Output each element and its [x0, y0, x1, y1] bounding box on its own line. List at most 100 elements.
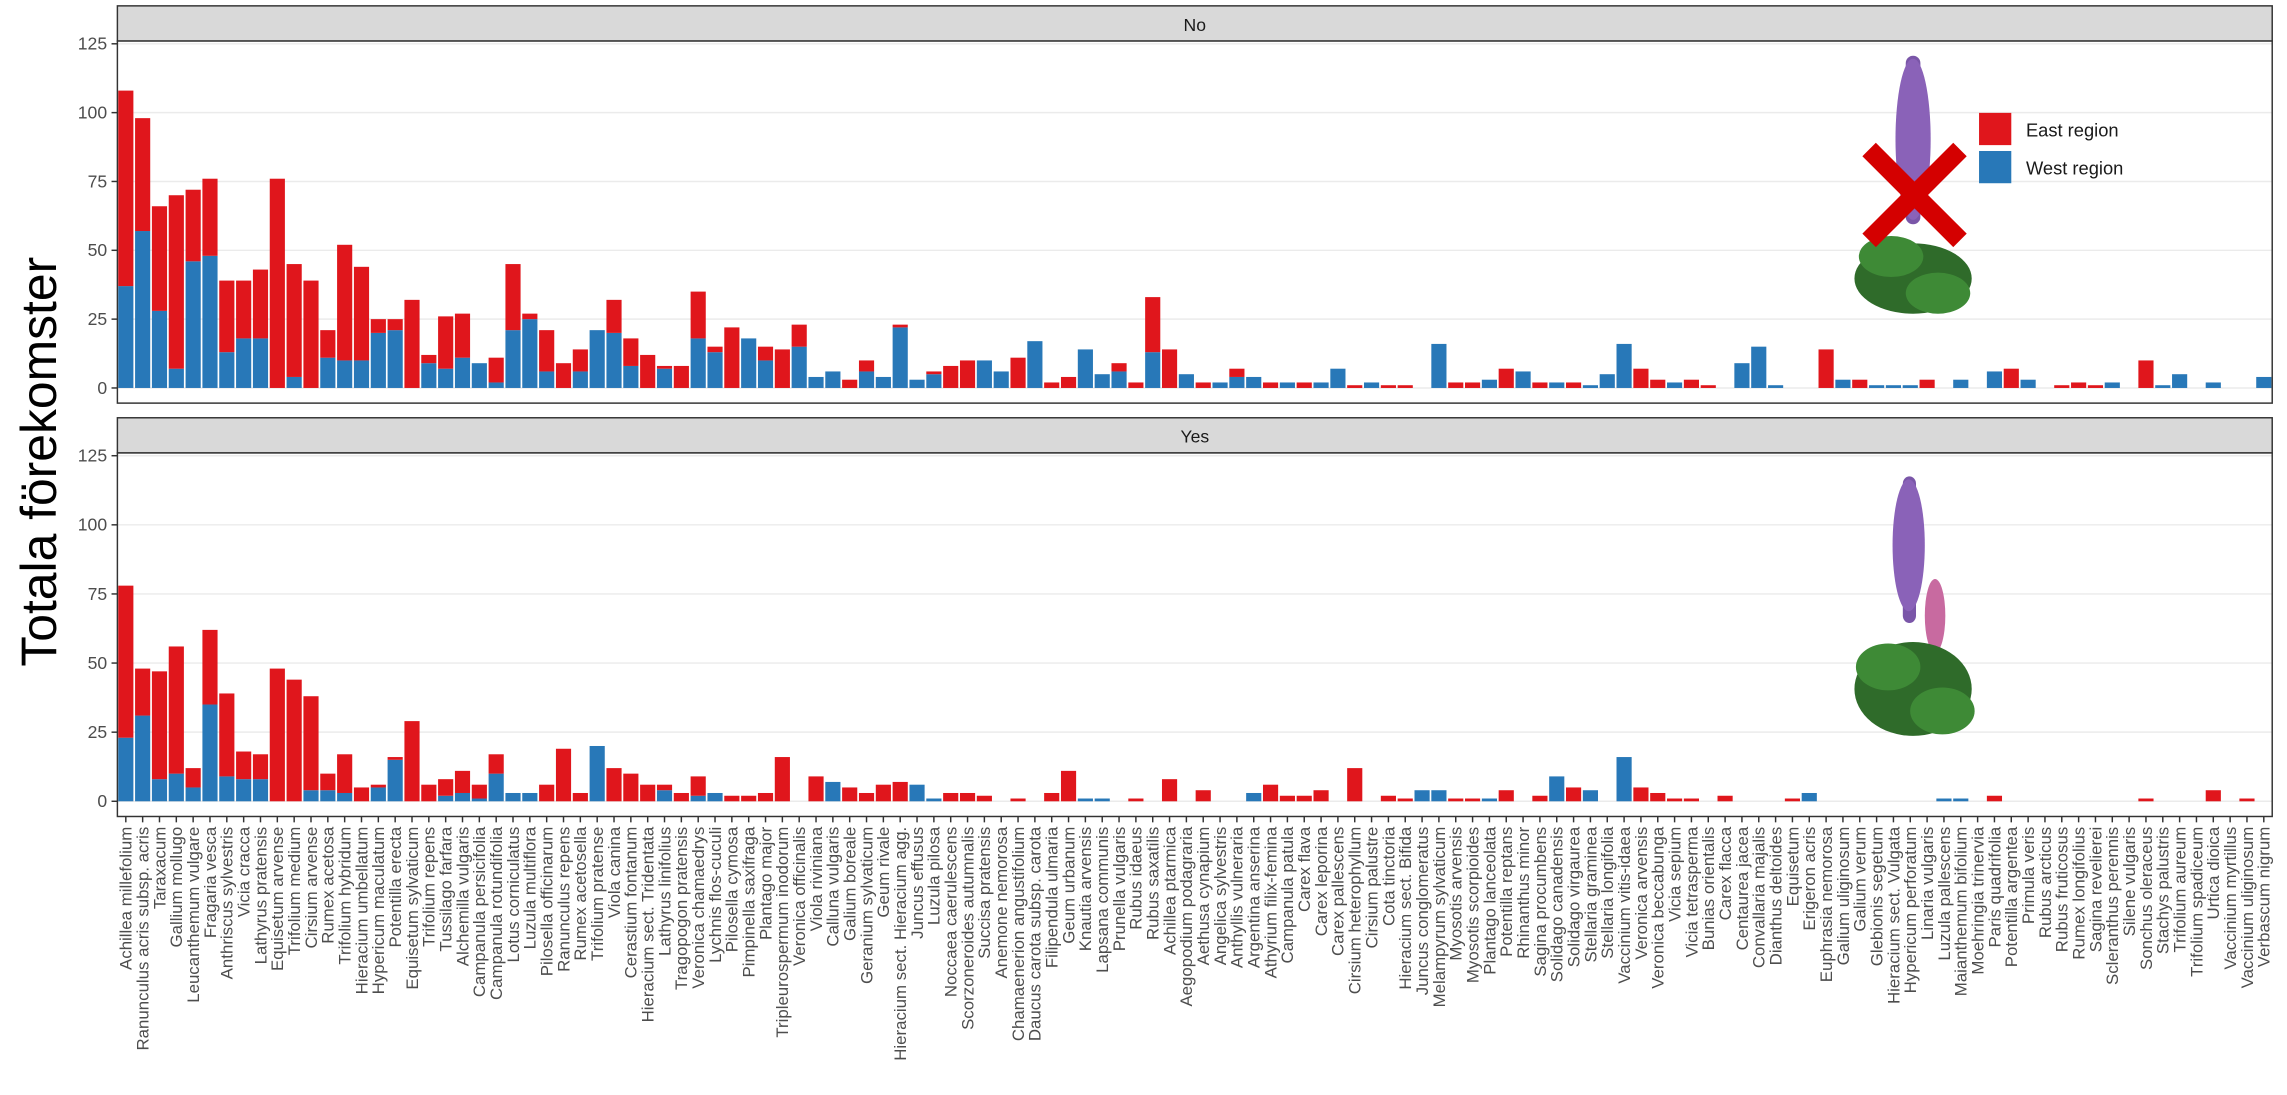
bar-segment [219, 693, 234, 776]
bar-segment [186, 787, 201, 801]
bar-segment [236, 779, 251, 801]
bar-segment [371, 333, 386, 388]
bar-segment [1650, 793, 1665, 801]
bar-segment [1953, 380, 1968, 388]
bar-segment [236, 752, 251, 780]
bar-segment [758, 360, 773, 388]
bar-segment [573, 793, 588, 801]
bar-segment [1465, 382, 1480, 388]
bar-segment [893, 327, 908, 388]
bar-segment [1095, 374, 1110, 388]
bar-segment [1802, 793, 1817, 801]
bar-segment [977, 360, 992, 388]
bar-segment [707, 352, 722, 388]
bar-segment [337, 245, 352, 361]
bar-segment [522, 314, 537, 320]
bar-segment [388, 760, 403, 801]
bar-segment [1936, 799, 1951, 802]
bar-segment [2088, 385, 2103, 388]
bar-segment [792, 347, 807, 388]
bar-segment [657, 369, 672, 388]
bar-segment [1280, 382, 1295, 388]
bar-segment [388, 757, 403, 760]
bar-segment [337, 754, 352, 793]
bar-segment [1078, 349, 1093, 388]
bar-segment [489, 754, 504, 773]
bar-segment [1313, 382, 1328, 388]
bar-segment [1061, 377, 1076, 388]
bar-segment [1044, 793, 1059, 801]
lupine-flower [1925, 579, 1946, 652]
y-tick-label: 100 [78, 102, 108, 122]
bar-segment [2004, 369, 2019, 388]
bar-segment [1482, 380, 1497, 388]
bar-segment [1078, 799, 1093, 802]
y-tick-label: 25 [88, 722, 108, 742]
y-tick-label: 50 [88, 653, 108, 673]
bar-segment [1953, 799, 1968, 802]
bar-segment [556, 363, 571, 388]
y-axis-title: Totala förekomster [11, 257, 67, 667]
bar-segment [1987, 796, 2002, 802]
bar-segment [219, 281, 234, 353]
bar-segment [1835, 380, 1850, 388]
bar-segment [1886, 385, 1901, 388]
bar-segment [1145, 297, 1160, 352]
bar-segment [1465, 799, 1480, 802]
bar-segment [135, 118, 150, 231]
bar-segment [320, 358, 335, 388]
bar-segment [505, 793, 520, 801]
bar-segment [893, 782, 908, 801]
bar-segment [758, 347, 773, 361]
bar-segment [977, 796, 992, 802]
bar-segment [775, 349, 790, 388]
bar-segment [1061, 771, 1076, 801]
bar-segment [303, 790, 318, 801]
bar-segment [674, 793, 689, 801]
bar-segment [1684, 380, 1699, 388]
bar-segment [1751, 347, 1766, 388]
bar-segment [1785, 799, 1800, 802]
bar-segment [1128, 382, 1143, 388]
bar-segment [118, 738, 133, 802]
bar-segment [724, 796, 739, 802]
bar-segment [1297, 382, 1312, 388]
bar-segment [1313, 790, 1328, 801]
bar-segment [640, 785, 655, 802]
bar-segment [287, 264, 302, 377]
bar-segment [202, 705, 217, 802]
bar-segment [606, 768, 621, 801]
bar-segment [1111, 363, 1126, 371]
bar-segment [2105, 382, 2120, 388]
legend-key [1979, 151, 2011, 183]
bar-segment [438, 316, 453, 368]
bar-segment [1431, 790, 1446, 801]
bar-segment [1027, 341, 1042, 388]
bar-segment [825, 782, 840, 801]
bar-segment [270, 669, 285, 802]
bar-segment [640, 355, 655, 388]
bar-segment [1633, 787, 1648, 801]
bar-segment [1246, 793, 1261, 801]
bar-segment [1583, 790, 1598, 801]
bar-segment [2206, 382, 2221, 388]
bar-segment [388, 330, 403, 388]
bar-segment [960, 793, 975, 801]
bar-segment [522, 319, 537, 388]
y-tick-label: 75 [88, 584, 108, 604]
bar-segment [1431, 344, 1446, 388]
lupine-leaves [1856, 644, 1920, 691]
x-tick-label: Verbascum nigrum [2255, 827, 2274, 967]
bar-segment [960, 360, 975, 388]
bar-segment [1196, 382, 1211, 388]
bar-segment [152, 311, 167, 388]
y-tick-label: 75 [88, 171, 108, 191]
y-tick-label: 50 [88, 240, 108, 260]
bar-segment [253, 270, 268, 339]
bar-segment [741, 338, 756, 388]
bar-segment [219, 776, 234, 801]
bar-segment [1095, 799, 1110, 802]
bar-segment [1549, 382, 1564, 388]
bar-segment [1516, 371, 1531, 388]
bar-segment [1499, 790, 1514, 801]
